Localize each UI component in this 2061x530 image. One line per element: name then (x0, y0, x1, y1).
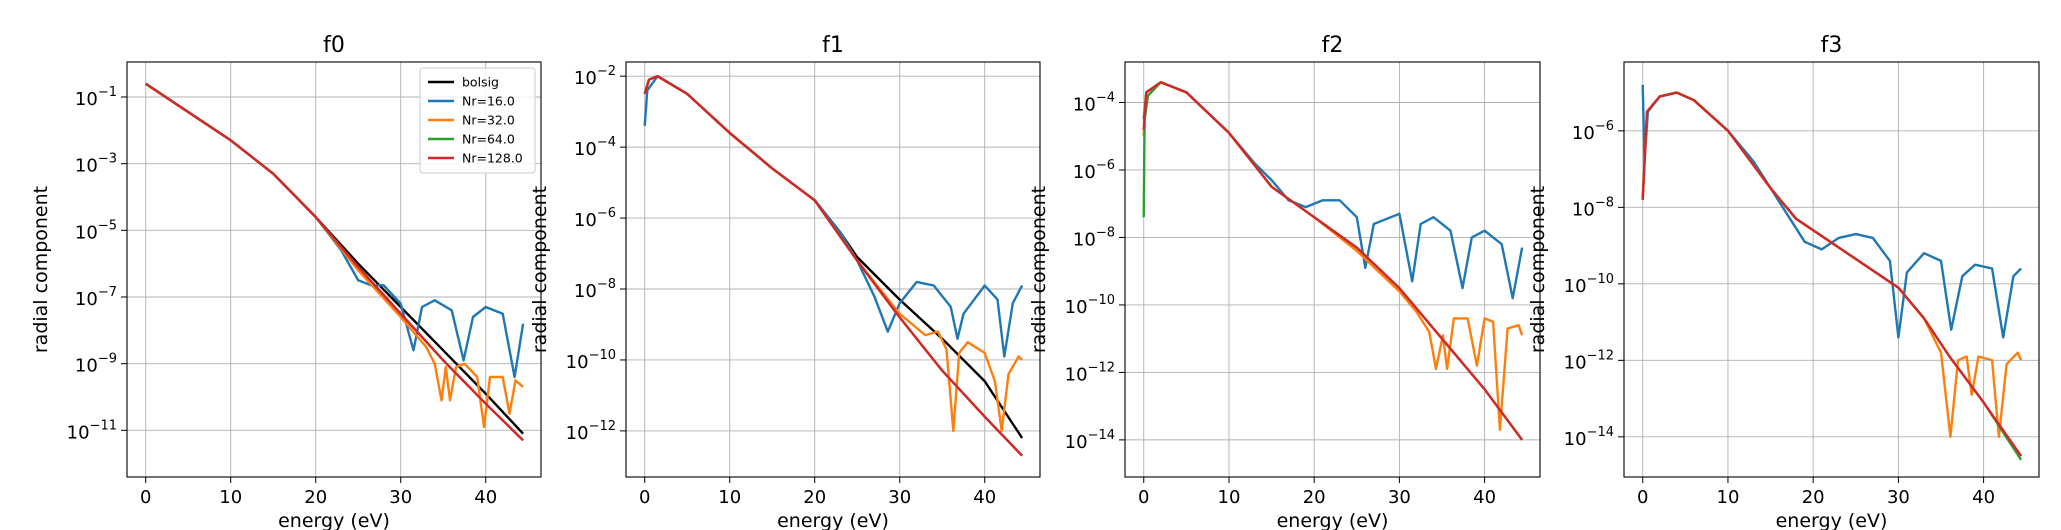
chart-title: f1 (822, 33, 844, 58)
y-tick-label: 10−4 (574, 135, 616, 160)
x-axis-label: energy (eV) (1776, 510, 1888, 530)
y-tick-label: 10−12 (1564, 348, 1614, 373)
y-tick-label: 10−8 (1572, 195, 1614, 220)
series-group (145, 82, 525, 442)
series-line-Nr=64.0 (1142, 81, 1524, 441)
y-tick-label: 10−6 (1073, 158, 1115, 183)
x-tick-label: 40 (973, 487, 996, 508)
x-tick-label: 20 (803, 487, 826, 508)
x-tick-label: 0 (639, 487, 650, 508)
x-tick-label: 10 (1218, 487, 1241, 508)
series-line-Nr=16.0 (1641, 84, 2022, 339)
legend: bolsig Nr=16.0 Nr=32.0 Nr=64.0 Nr=128.0 (419, 67, 536, 174)
y-tick-label: 10−6 (574, 206, 616, 231)
x-tick-label: 0 (1637, 487, 1648, 508)
panel-f3: 0 10 20 30 40 10−6 10−8 10−10 10−12 10−14 f3 energy… (1527, 33, 2040, 530)
x-tick-label: 10 (718, 487, 741, 508)
x-tick-label: 40 (1972, 487, 1995, 508)
y-tick-label: 10−14 (1564, 425, 1614, 450)
y-tick-label: 10−14 (1065, 428, 1115, 453)
y-tick-label: 10−5 (75, 218, 117, 243)
x-tick-label: 10 (1717, 487, 1740, 508)
panel-f0: 0 10 20 30 40 10−1 10−3 10−5 10−7 10−9 10−11 f0 ener… (30, 33, 542, 530)
x-tick-label: 40 (474, 487, 497, 508)
legend-box (419, 67, 536, 174)
panel-f1: 0 10 20 30 40 10−2 10−4 10−6 10−8 10−10 10−12 f1 ene… (529, 33, 1041, 530)
y-axis-label: radial component (1028, 186, 1050, 353)
y-tick-label: 10−1 (75, 85, 117, 110)
series-line-Nr=128.0 (145, 82, 524, 442)
series-line-Nr=32.0 (1142, 81, 1524, 431)
series-line-Nr=128.0 (643, 75, 1023, 457)
series-line-Nr=32.0 (1641, 91, 2023, 438)
x-tick-label: 20 (1303, 487, 1326, 508)
series-line-Nr=64.0 (1641, 91, 2023, 461)
y-axis-label: radial component (30, 186, 52, 353)
y-tick-label: 10−4 (1073, 90, 1115, 115)
x-axis-label: energy (eV) (1277, 510, 1389, 530)
legend-label: Nr=64.0 (462, 132, 515, 147)
panel-f2: 0 10 20 30 40 10−4 10−6 10−8 10−10 10−12 10−14 f2 en… (1028, 33, 1541, 530)
y-tick-label: 10−6 (1572, 119, 1614, 144)
y-tick-label: 10−10 (1065, 293, 1115, 318)
y-tick-label: 10−8 (1073, 225, 1115, 250)
x-tick-label: 40 (1473, 487, 1496, 508)
x-tick-label: 30 (389, 487, 412, 508)
y-tick-label: 10−9 (75, 352, 117, 377)
series-line-Nr=16.0 (1142, 81, 1524, 300)
x-tick-label: 30 (888, 487, 911, 508)
y-axis-label: radial component (1527, 186, 1549, 353)
y-tick-label: 10−7 (75, 285, 117, 310)
series-group (643, 75, 1024, 457)
x-tick-label: 30 (1388, 487, 1411, 508)
series-line-bolsig (643, 75, 1024, 439)
axes-frame (1623, 61, 2040, 478)
y-tick-label: 10−3 (75, 152, 117, 177)
y-tick-label: 10−10 (566, 348, 616, 373)
series-line-Nr=64.0 (643, 75, 1023, 457)
y-tick-label: 10−11 (67, 418, 117, 443)
series-line-Nr=128.0 (1142, 81, 1524, 441)
y-tick-label: 10−10 (1564, 272, 1614, 297)
x-tick-label: 0 (1138, 487, 1149, 508)
series-line-Nr=128.0 (1641, 91, 2023, 457)
legend-label: Nr=32.0 (462, 113, 515, 128)
x-tick-label: 30 (1887, 487, 1910, 508)
x-tick-label: 10 (219, 487, 242, 508)
chart-title: f3 (1821, 33, 1843, 58)
y-tick-label: 10−12 (1065, 360, 1115, 385)
x-tick-label: 0 (140, 487, 151, 508)
legend-label: bolsig (462, 75, 499, 90)
series-line-Nr=32.0 (643, 75, 1023, 433)
x-tick-label: 20 (1802, 487, 1825, 508)
axes-frame (126, 61, 542, 478)
x-axis-label: energy (eV) (777, 510, 889, 530)
y-axis-label: radial component (529, 186, 551, 353)
axes-frame (625, 61, 1041, 478)
chart-title: f0 (323, 33, 345, 58)
x-axis-label: energy (eV) (278, 510, 390, 530)
series-line-Nr=16.0 (643, 75, 1024, 358)
legend-label: Nr=16.0 (462, 94, 515, 109)
legend-label: Nr=128.0 (462, 151, 523, 166)
series-group (1641, 84, 2023, 461)
y-tick-label: 10−2 (574, 64, 616, 89)
axes-frame (1124, 61, 1541, 478)
y-tick-label: 10−8 (574, 277, 616, 302)
series-group (1142, 81, 1524, 441)
y-tick-label: 10−12 (566, 419, 616, 444)
x-tick-label: 20 (304, 487, 327, 508)
chart-title: f2 (1322, 33, 1344, 58)
